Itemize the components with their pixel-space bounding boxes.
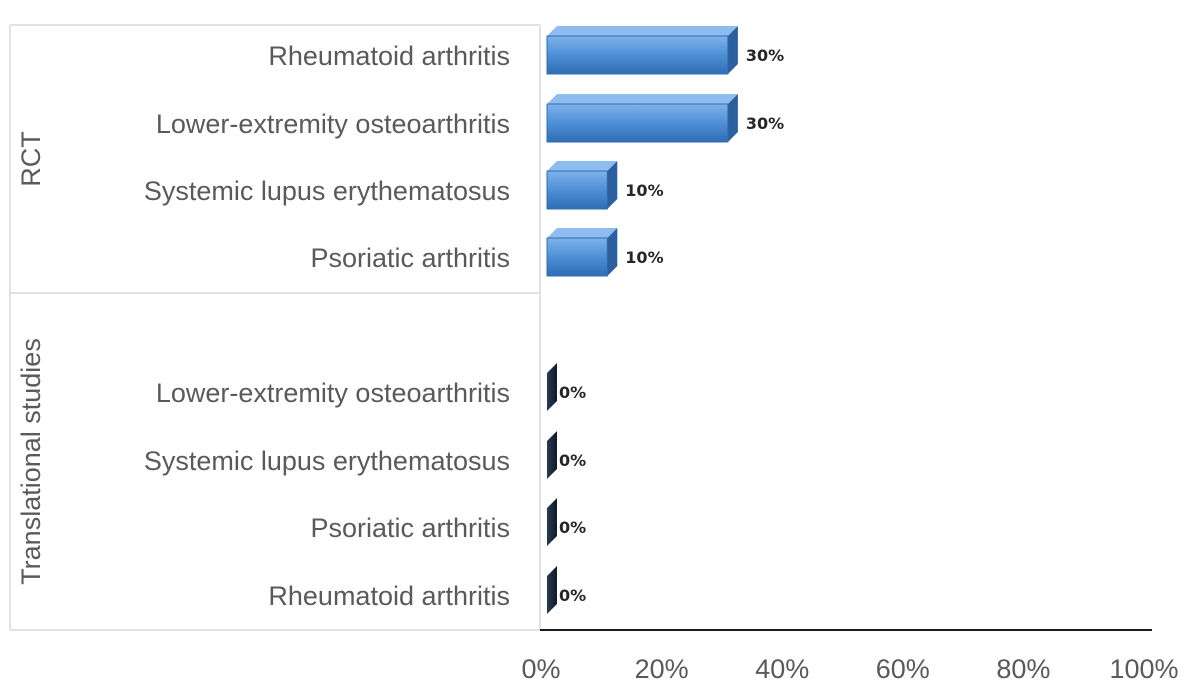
category-label: Systemic lupus erythematosus (144, 446, 510, 476)
data-label: 0% (559, 383, 586, 402)
bar (546, 237, 608, 277)
x-tick-label: 20% (635, 654, 689, 684)
data-label: 0% (559, 518, 586, 537)
data-label: 30% (746, 114, 784, 133)
data-label: 10% (625, 248, 663, 267)
bar (547, 498, 557, 546)
data-label: 10% (625, 181, 663, 200)
data-label: 0% (559, 451, 586, 470)
bar (547, 363, 557, 411)
category-label: Systemic lupus erythematosus (144, 176, 510, 206)
bar (546, 103, 729, 143)
group-label: Translational studies (16, 338, 46, 585)
bar-top-face (547, 228, 618, 238)
bar (546, 35, 729, 75)
bar (546, 170, 608, 210)
bar-side-face (727, 26, 738, 74)
chart-frame (9, 24, 1152, 631)
bar (547, 431, 557, 479)
x-axis: 0% 20% 40% 60% 80% 100% (521, 654, 1178, 684)
category-label: Rheumatoid arthritis (268, 41, 510, 71)
bars (546, 26, 738, 614)
bar-side-face (607, 161, 618, 209)
x-tick-label: 80% (996, 654, 1050, 684)
category-label: Rheumatoid arthritis (268, 581, 510, 611)
bar-top-face (547, 26, 738, 36)
data-label: 0% (559, 586, 586, 605)
data-labels: 30% 30% 10% 10% 0% 0% 0% 0% (559, 46, 784, 605)
category-label: Psoriatic arthritis (310, 243, 510, 273)
bar (547, 566, 557, 614)
x-tick-label: 100% (1109, 654, 1178, 684)
group-labels: RCT Translational studies (16, 131, 46, 585)
bar-side-face (727, 94, 738, 142)
bar-top-face (547, 94, 738, 104)
category-label: Lower-extremity osteoarthritis (156, 109, 510, 139)
bar-side-face (607, 228, 618, 276)
bar-top-face (547, 161, 618, 171)
category-labels: Rheumatoid arthritis Lower-extremity oste… (144, 41, 510, 611)
category-label: Lower-extremity osteoarthritis (156, 378, 510, 408)
data-label: 30% (746, 46, 784, 65)
category-label: Psoriatic arthritis (310, 513, 510, 543)
group-label: RCT (16, 131, 46, 187)
x-tick-label: 60% (876, 654, 930, 684)
x-tick-label: 40% (755, 654, 809, 684)
x-tick-label: 0% (521, 654, 560, 684)
